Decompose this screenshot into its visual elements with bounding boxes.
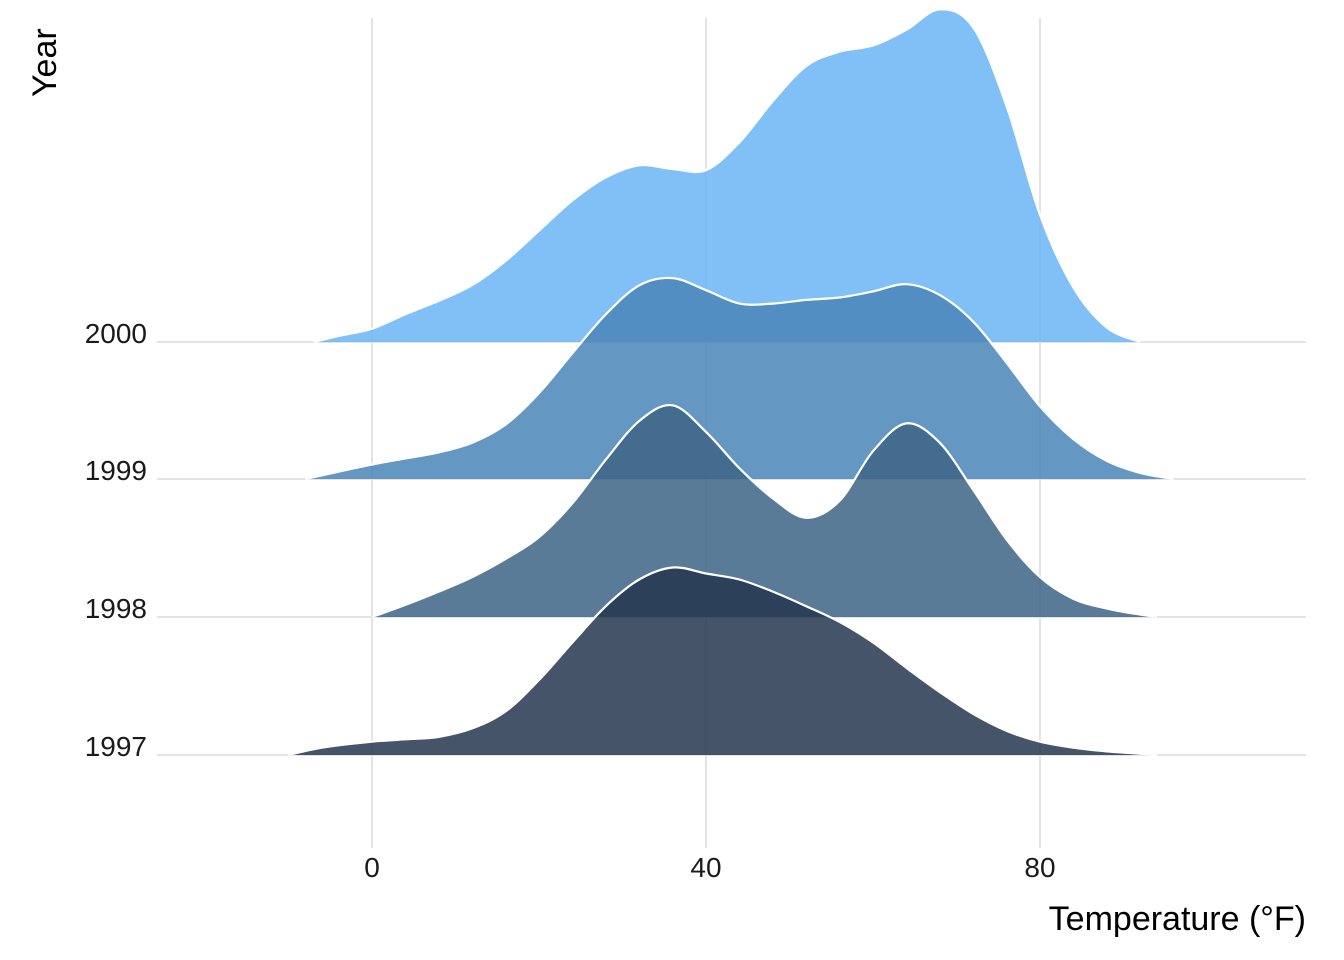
ridge-outline-1998 bbox=[371, 403, 1158, 619]
ridge-outline-1999 bbox=[304, 276, 1174, 481]
x-tick-label: 0 bbox=[364, 852, 380, 883]
ridge-1999 bbox=[304, 276, 1174, 481]
y-tick-label: 1999 bbox=[85, 455, 147, 486]
y-tick-label: 1998 bbox=[85, 593, 147, 624]
x-axis-title: Temperature (°F) bbox=[1049, 900, 1306, 938]
ridge-layer bbox=[288, 8, 1174, 757]
y-tick-label: 2000 bbox=[85, 318, 147, 349]
ridge-1998 bbox=[371, 403, 1158, 619]
x-tick-label: 40 bbox=[690, 852, 721, 883]
ridge-outline-1997 bbox=[288, 566, 1157, 757]
ridge-1997 bbox=[288, 566, 1157, 757]
y-tick-label: 1997 bbox=[85, 731, 147, 762]
ridge-outline-2000 bbox=[313, 8, 1141, 344]
ridge-area-1998 bbox=[372, 405, 1157, 617]
y-axis-title: Year bbox=[26, 28, 64, 97]
label-layer: 0 40 80 1997 1998 1999 2000 bbox=[85, 318, 1056, 883]
ridge-area-2000 bbox=[313, 9, 1141, 342]
x-tick-label: 80 bbox=[1024, 852, 1055, 883]
ridge-area-1997 bbox=[288, 567, 1157, 755]
ridge-2000 bbox=[313, 8, 1141, 344]
ridge-area-1999 bbox=[305, 277, 1174, 479]
